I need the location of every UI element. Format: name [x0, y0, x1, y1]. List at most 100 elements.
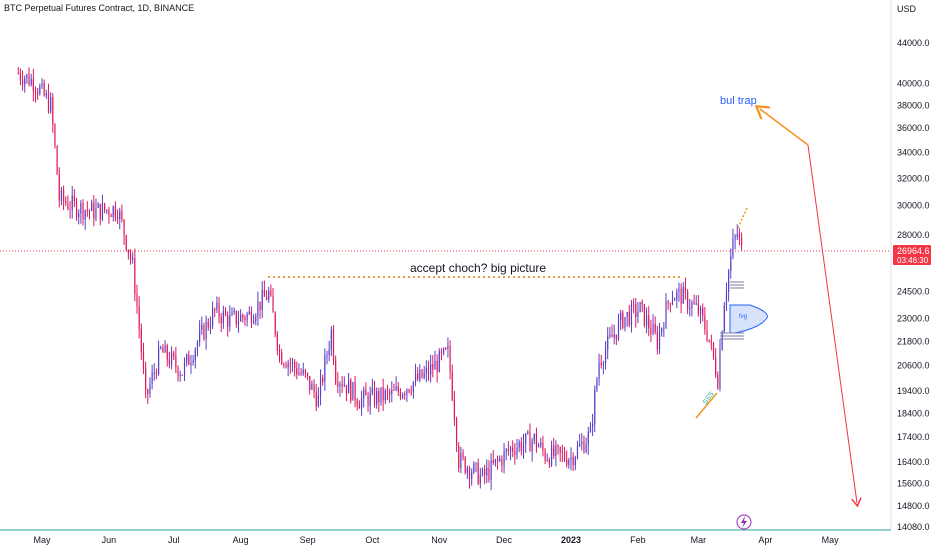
candle-body[interactable]: [557, 445, 559, 448]
candle-body[interactable]: [414, 373, 417, 382]
candle-body[interactable]: [170, 352, 173, 365]
candle-body[interactable]: [136, 294, 138, 307]
candle-body[interactable]: [693, 302, 695, 304]
candle-body[interactable]: [546, 459, 548, 461]
candle-body[interactable]: [417, 373, 419, 380]
candle-body[interactable]: [125, 235, 127, 250]
candle-body[interactable]: [706, 329, 708, 340]
candle-body[interactable]: [425, 367, 427, 373]
candle-body[interactable]: [162, 347, 164, 353]
candle-body[interactable]: [348, 379, 350, 394]
candle-body[interactable]: [492, 459, 494, 463]
candle-body[interactable]: [270, 290, 272, 296]
candle-body[interactable]: [183, 362, 186, 376]
candle-body[interactable]: [386, 390, 389, 392]
candle-body[interactable]: [613, 334, 615, 338]
candle-body[interactable]: [697, 303, 699, 314]
candle-body[interactable]: [499, 458, 501, 461]
candle-body[interactable]: [542, 442, 544, 451]
candle-body[interactable]: [682, 287, 684, 304]
candle-body[interactable]: [220, 317, 222, 324]
candle-body[interactable]: [691, 302, 693, 309]
candle-body[interactable]: [257, 301, 259, 317]
candle-body[interactable]: [563, 452, 566, 460]
candle-body[interactable]: [490, 459, 492, 480]
candle-body[interactable]: [218, 302, 220, 318]
candle-body[interactable]: [259, 301, 261, 310]
candle-body[interactable]: [430, 364, 432, 375]
candle-body[interactable]: [317, 395, 319, 407]
candle-body[interactable]: [116, 217, 119, 220]
candle-body[interactable]: [134, 257, 136, 295]
candle-body[interactable]: [248, 311, 250, 315]
candle-body[interactable]: [164, 345, 166, 353]
candle-body[interactable]: [263, 290, 265, 297]
candle-body[interactable]: [438, 351, 440, 372]
candle-body[interactable]: [350, 379, 352, 401]
bull-trap-label[interactable]: bul trap: [720, 95, 757, 107]
candle-body[interactable]: [365, 389, 367, 396]
candle-body[interactable]: [382, 387, 384, 401]
candle-body[interactable]: [268, 290, 270, 300]
candle-body[interactable]: [522, 443, 525, 451]
candle-body[interactable]: [123, 219, 125, 236]
candle-body[interactable]: [294, 361, 296, 369]
candle-body[interactable]: [211, 308, 214, 327]
candle-body[interactable]: [406, 389, 408, 395]
candle-body[interactable]: [43, 82, 45, 96]
candle-body[interactable]: [389, 391, 391, 395]
candle-body[interactable]: [360, 398, 363, 409]
candle-body[interactable]: [481, 469, 484, 475]
candle-body[interactable]: [531, 440, 533, 452]
candle-body[interactable]: [473, 463, 475, 473]
candle-body[interactable]: [173, 352, 175, 357]
candle-body[interactable]: [721, 331, 723, 350]
candle-body[interactable]: [326, 354, 328, 356]
candle-body[interactable]: [587, 432, 589, 445]
candle-body[interactable]: [283, 363, 285, 365]
candle-body[interactable]: [289, 363, 291, 365]
candle-body[interactable]: [324, 355, 326, 382]
y-axis-ticks[interactable]: 44000.0 40000.0 38000.0 36000.0 34000.0 32000…: [897, 38, 930, 532]
symbol-title[interactable]: BTC Perpetual Futures Contract, 1D, BINA…: [4, 3, 195, 13]
candle-body[interactable]: [460, 452, 462, 468]
candle-body[interactable]: [114, 206, 117, 218]
candle-body[interactable]: [604, 349, 607, 364]
candle-body[interactable]: [188, 354, 190, 365]
candle-body[interactable]: [142, 352, 145, 369]
candle-body[interactable]: [689, 308, 691, 310]
candle-body[interactable]: [95, 207, 97, 219]
candle-body[interactable]: [233, 310, 235, 313]
candle-body[interactable]: [378, 391, 380, 403]
candle-body[interactable]: [358, 405, 360, 409]
candle-body[interactable]: [330, 329, 332, 350]
candle-body[interactable]: [149, 384, 151, 394]
candle-body[interactable]: [643, 304, 646, 326]
candle-body[interactable]: [661, 328, 663, 333]
candle-body[interactable]: [65, 201, 67, 204]
candle-body[interactable]: [566, 459, 568, 466]
candle-body[interactable]: [166, 345, 168, 360]
candle-body[interactable]: [730, 256, 732, 272]
candle-body[interactable]: [658, 332, 661, 349]
candle-body[interactable]: [507, 449, 509, 452]
candle-body[interactable]: [589, 426, 592, 433]
candle-body[interactable]: [715, 356, 717, 376]
candle-body[interactable]: [555, 445, 557, 456]
candle-body[interactable]: [533, 434, 535, 441]
candle-body[interactable]: [525, 433, 527, 444]
candle-body[interactable]: [242, 314, 244, 318]
candle-body[interactable]: [99, 203, 101, 220]
candle-body[interactable]: [712, 342, 715, 357]
candle-body[interactable]: [304, 369, 307, 374]
candle-body[interactable]: [732, 238, 734, 257]
candle-body[interactable]: [302, 369, 304, 374]
candle-body[interactable]: [538, 445, 540, 447]
candle-body[interactable]: [641, 302, 643, 305]
candle-body[interactable]: [78, 213, 80, 218]
candle-body[interactable]: [140, 328, 142, 353]
candle-body[interactable]: [591, 423, 594, 427]
candle-body[interactable]: [553, 445, 555, 456]
candle-body[interactable]: [686, 291, 689, 309]
candle-body[interactable]: [384, 390, 386, 401]
